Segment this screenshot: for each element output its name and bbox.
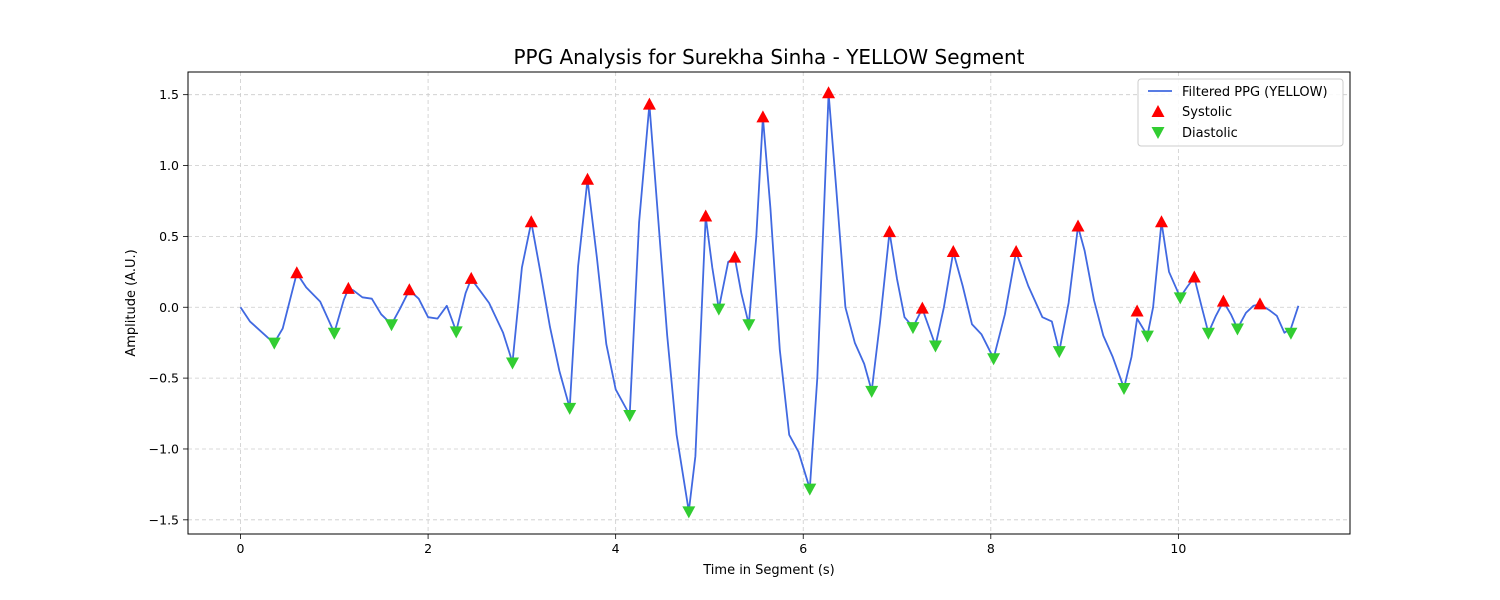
systolic-marker <box>946 244 960 257</box>
systolic-marker <box>1187 270 1201 283</box>
diastolic-marker <box>682 506 696 519</box>
diastolic-marker <box>385 319 399 332</box>
systolic-marker <box>883 225 897 238</box>
legend-diastolic-swatch <box>1151 127 1165 139</box>
x-tick-label: 6 <box>799 541 807 556</box>
diastolic-marker <box>712 303 726 316</box>
systolic-marker <box>341 281 355 294</box>
x-tick-label: 8 <box>987 541 995 556</box>
systolic-marker <box>728 250 742 263</box>
systolic-marker <box>290 266 304 279</box>
diastolic-marker <box>865 385 879 398</box>
legend-box <box>1137 78 1344 147</box>
diastolic-marker <box>1201 327 1215 340</box>
y-tick-label: 0.5 <box>159 229 179 244</box>
legend-label-diastolic: Diastolic <box>1182 126 1238 141</box>
diastolic-marker <box>803 483 817 496</box>
systolic-marker <box>1130 304 1144 317</box>
systolic-marker <box>581 172 595 185</box>
systolic-marker <box>1071 219 1085 232</box>
diastolic-marker <box>928 340 942 353</box>
x-tick-label: 2 <box>424 541 432 556</box>
diastolic-marker <box>1284 327 1298 340</box>
y-tick-label: −1.0 <box>149 441 179 456</box>
systolic-marker <box>1216 294 1230 307</box>
systolic-marker <box>915 301 929 314</box>
x-tick-label: 4 <box>612 541 620 556</box>
plot-frame <box>187 71 1351 535</box>
diastolic-marker <box>1140 330 1154 343</box>
legend-systolic-swatch <box>1151 105 1165 117</box>
grid <box>188 72 1350 534</box>
series-layer <box>239 86 1300 519</box>
ticks: 0 2 4 6 8 10 −1.5 −1.0 −0.5 0.0 0.5 1.0 1.5 <box>149 87 1187 556</box>
systolic-marker <box>1009 244 1023 257</box>
systolic-marker <box>402 283 416 296</box>
legend-label-filtered: Filtered PPG (YELLOW) <box>1182 85 1328 100</box>
y-tick-label: −0.5 <box>149 371 179 386</box>
diastolic-marker <box>505 357 519 370</box>
diastolic-marker <box>267 337 281 350</box>
chart-title: PPG Analysis for Surekha Sinha - YELLOW … <box>513 45 1024 69</box>
diastolic-marker <box>623 409 637 422</box>
diastolic-marker <box>1052 346 1066 359</box>
diastolic-marker <box>742 319 756 332</box>
x-axis-label: Time in Segment (s) <box>702 563 834 578</box>
y-tick-label: −1.5 <box>149 512 179 527</box>
diastolic-marker <box>327 327 341 340</box>
legend-label-systolic: Systolic <box>1182 105 1232 120</box>
legend: Filtered PPG (YELLOW) Systolic Diastolic <box>1137 78 1344 147</box>
x-tick-label: 10 <box>1170 541 1186 556</box>
y-axis-label: Amplitude (A.U.) <box>124 249 139 356</box>
y-tick-label: 1.0 <box>159 158 179 173</box>
systolic-marker <box>1154 215 1168 228</box>
systolic-marker <box>756 110 770 123</box>
systolic-marker <box>524 215 538 228</box>
y-tick-label: 0.0 <box>159 300 179 315</box>
diastolic-marker <box>987 353 1001 366</box>
x-tick-label: 0 <box>237 541 245 556</box>
diastolic-marker <box>1230 323 1244 336</box>
systolic-marker <box>642 97 656 110</box>
diastolic-marker <box>563 402 577 415</box>
ppg-series-line <box>239 92 1300 513</box>
y-tick-label: 1.5 <box>159 87 179 102</box>
systolic-marker <box>699 209 713 222</box>
diastolic-marker <box>906 322 920 335</box>
diastolic-marker <box>1117 383 1131 396</box>
systolic-marker <box>1253 297 1267 310</box>
diastolic-marker <box>449 326 463 339</box>
diastolic-marker <box>1173 292 1187 305</box>
systolic-marker <box>822 86 836 99</box>
systolic-marker <box>464 271 478 284</box>
